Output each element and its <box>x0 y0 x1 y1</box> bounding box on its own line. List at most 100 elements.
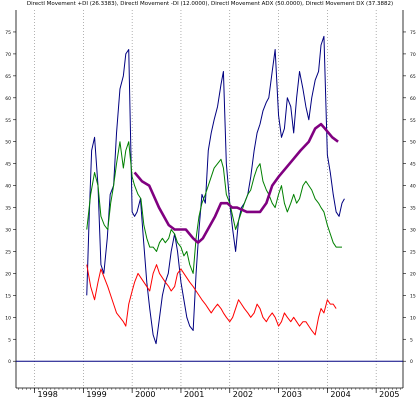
y-tick-label-left-5: 5 <box>8 337 11 343</box>
y-tick-label-right-30: 30 <box>410 228 416 234</box>
y-tick-label-right-55: 55 <box>410 118 416 124</box>
point-dx-69 <box>296 97 297 98</box>
point-plus_di-52 <box>247 194 248 195</box>
y-tick-label-right-25: 25 <box>410 249 416 255</box>
point-dx-27 <box>168 273 169 274</box>
point-minus_di-31 <box>183 273 184 274</box>
point-minus_di-16 <box>138 273 139 274</box>
point-minus_di-70 <box>303 321 304 322</box>
point-dx-0 <box>86 295 87 296</box>
point-adx-13 <box>221 203 222 204</box>
point-dx-61 <box>272 71 273 72</box>
point-minus_di-52 <box>247 313 248 314</box>
y-tick-label-left-55: 55 <box>5 118 11 124</box>
point-dx-36 <box>196 273 197 274</box>
point-minus_di-54 <box>254 313 255 314</box>
point-minus_di-27 <box>171 291 172 292</box>
point-dx-6 <box>103 273 104 274</box>
point-adx-22 <box>278 176 279 177</box>
point-plus_di-32 <box>186 251 187 252</box>
point-dx-73 <box>308 119 309 120</box>
point-minus_di-46 <box>229 321 230 322</box>
point-minus_di-57 <box>263 317 264 318</box>
point-minus_di-79 <box>330 304 331 305</box>
point-dx-2 <box>91 150 92 151</box>
point-plus_di-45 <box>226 194 227 195</box>
point-plus_di-77 <box>324 212 325 213</box>
point-minus_di-43 <box>221 308 222 309</box>
point-plus_di-20 <box>149 247 150 248</box>
x-tick-label-2000: 2000 <box>135 390 155 399</box>
y-tick-label-left-25: 25 <box>5 249 11 255</box>
y-tick-label-left-45: 45 <box>5 162 11 168</box>
point-minus_di-48 <box>235 308 236 309</box>
point-dx-82 <box>336 212 337 213</box>
point-minus_di-74 <box>315 334 316 335</box>
point-plus_di-81 <box>336 247 337 248</box>
chart-title: Directl Movement +DI (26.3383), Directl … <box>26 1 394 7</box>
point-minus_di-45 <box>226 317 227 318</box>
point-dx-3 <box>94 137 95 138</box>
point-adx-1 <box>142 181 143 182</box>
point-dx-23 <box>156 343 157 344</box>
point-minus_di-20 <box>149 291 150 292</box>
point-adx-28 <box>321 124 322 125</box>
series-dx <box>86 35 345 345</box>
point-dx-22 <box>153 334 154 335</box>
point-minus_di-49 <box>238 299 239 300</box>
point-adx-3 <box>159 207 160 208</box>
point-minus_di-9 <box>116 313 117 314</box>
point-dx-56 <box>257 133 258 134</box>
point-adx-11 <box>207 229 208 230</box>
point-plus_di-75 <box>318 203 319 204</box>
point-plus_di-34 <box>193 273 194 274</box>
point-plus_di-22 <box>156 251 157 252</box>
point-minus_di-38 <box>205 304 206 305</box>
point-plus_di-69 <box>299 198 300 199</box>
y-tick-label-left-75: 75 <box>5 30 11 36</box>
point-plus_di-57 <box>263 181 264 182</box>
point-adx-29 <box>325 128 326 129</box>
point-plus_di-10 <box>120 141 121 142</box>
point-plus_di-55 <box>257 168 258 169</box>
point-plus_di-30 <box>181 247 182 248</box>
x-tick-label-2003: 2003 <box>282 390 302 399</box>
point-dx-30 <box>177 251 178 252</box>
point-plus_di-11 <box>123 168 124 169</box>
y-tick-label-left-20: 20 <box>5 271 11 277</box>
point-dx-24 <box>159 321 160 322</box>
point-adx-4 <box>168 225 169 226</box>
point-minus_di-19 <box>146 286 147 287</box>
point-adx-24 <box>293 159 294 160</box>
point-dx-79 <box>327 154 328 155</box>
point-dx-51 <box>241 207 242 208</box>
point-plus_di-28 <box>174 234 175 235</box>
point-plus_di-64 <box>284 203 285 204</box>
point-plus_di-42 <box>217 163 218 164</box>
point-adx-19 <box>260 212 261 213</box>
point-plus_di-13 <box>128 141 129 142</box>
point-dx-31 <box>181 282 182 283</box>
point-minus_di-51 <box>244 308 245 309</box>
point-dx-44 <box>221 84 222 85</box>
point-adx-25 <box>300 150 301 151</box>
point-plus_di-7 <box>110 203 111 204</box>
point-minus_di-0 <box>86 264 87 265</box>
point-dx-32 <box>183 299 184 300</box>
point-minus_di-22 <box>156 264 157 265</box>
point-plus_di-61 <box>275 207 276 208</box>
point-minus_di-53 <box>250 317 251 318</box>
point-plus_di-18 <box>143 225 144 226</box>
point-plus_di-9 <box>116 163 117 164</box>
point-plus_di-51 <box>244 203 245 204</box>
point-minus_di-47 <box>232 317 233 318</box>
point-plus_di-35 <box>196 238 197 239</box>
point-minus_di-18 <box>143 282 144 283</box>
point-minus_di-10 <box>120 317 121 318</box>
point-adx-6 <box>181 229 182 230</box>
point-minus_di-55 <box>257 304 258 305</box>
point-minus_di-61 <box>275 317 276 318</box>
point-minus_di-56 <box>260 308 261 309</box>
x-tick-label-2005: 2005 <box>379 390 399 399</box>
